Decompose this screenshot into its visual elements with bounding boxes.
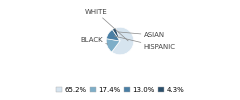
Text: HISPANIC: HISPANIC	[114, 36, 176, 50]
Legend: 65.2%, 17.4%, 13.0%, 4.3%: 65.2%, 17.4%, 13.0%, 4.3%	[53, 84, 187, 96]
Wedge shape	[106, 39, 120, 52]
Text: WHITE: WHITE	[85, 9, 128, 41]
Wedge shape	[112, 28, 120, 41]
Text: BLACK: BLACK	[80, 37, 108, 44]
Wedge shape	[106, 30, 120, 41]
Wedge shape	[112, 27, 134, 55]
Text: ASIAN: ASIAN	[118, 32, 165, 38]
